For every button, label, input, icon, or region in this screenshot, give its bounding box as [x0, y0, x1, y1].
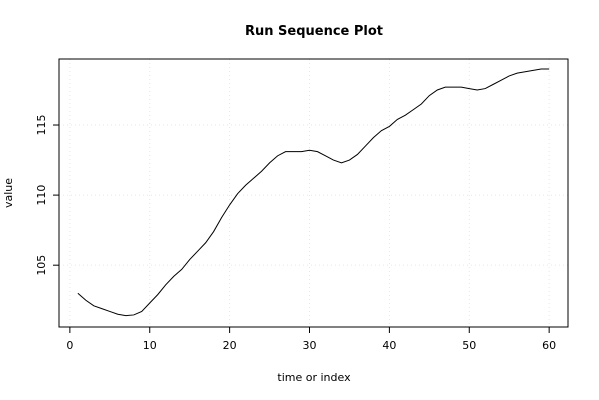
- x-tick-label: 30: [303, 339, 317, 352]
- x-tick-label: 0: [66, 339, 73, 352]
- y-tick-label: 105: [35, 255, 48, 276]
- x-tick-label: 50: [462, 339, 476, 352]
- chart-title: Run Sequence Plot: [245, 24, 383, 39]
- y-tick-label: 110: [35, 185, 48, 206]
- x-axis-label: time or index: [277, 371, 351, 384]
- x-tick-label: 40: [382, 339, 396, 352]
- y-axis-label: value: [2, 178, 15, 208]
- plot-frame: [58, 58, 569, 328]
- x-tick-label: 10: [143, 339, 157, 352]
- y-tick-label: 115: [35, 115, 48, 136]
- data-line: [77, 68, 550, 317]
- x-tick-label: 20: [223, 339, 237, 352]
- x-tick-label: 60: [542, 339, 556, 352]
